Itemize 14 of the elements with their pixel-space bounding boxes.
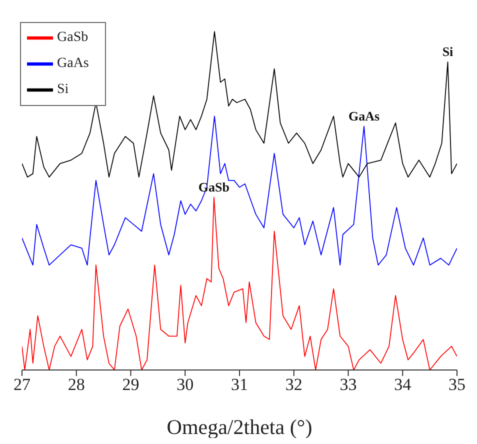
x-tick-label: 35	[448, 375, 466, 394]
legend-label: GaSb	[57, 30, 88, 46]
x-tick-label: 28	[68, 375, 85, 394]
legend-label: GaAs	[57, 56, 89, 72]
annotation: GaAs	[348, 108, 380, 124]
x-tick-label: 30	[176, 375, 194, 394]
x-tick-label: 33	[340, 375, 357, 394]
x-tick-label: 31	[231, 375, 248, 394]
x-tick-label: 27	[14, 375, 31, 394]
annotation: Si	[442, 44, 454, 59]
legend-label: Si	[57, 82, 69, 98]
x-tick-label: 32	[285, 375, 302, 394]
x-tick-label: 34	[394, 375, 412, 394]
x-tick-label: 29	[122, 375, 140, 394]
